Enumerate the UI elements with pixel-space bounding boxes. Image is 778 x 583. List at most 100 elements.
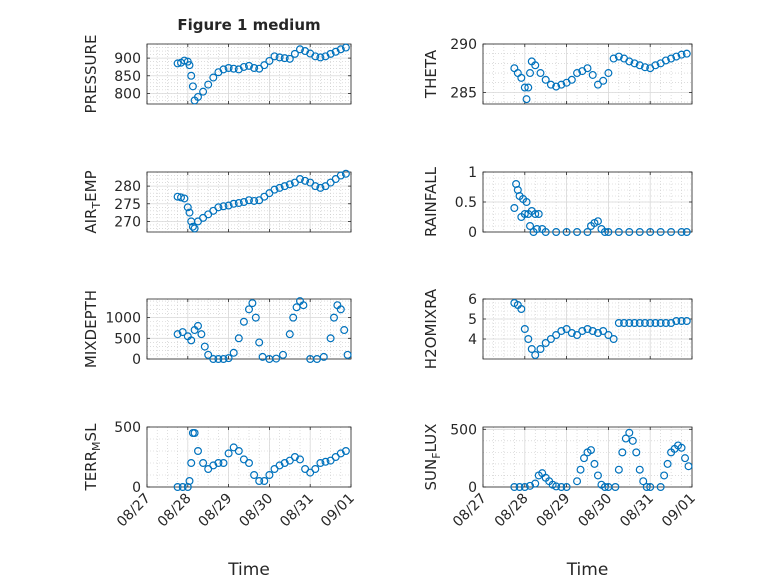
data-point [289,313,298,322]
data-point [219,65,228,74]
x-tick-label: 08/28 [492,491,532,531]
data-point [204,350,213,359]
x-tick-label: 09/01 [318,491,358,531]
data-point [224,63,233,72]
data-point [219,202,228,211]
data-point [682,49,691,58]
data-point [326,334,335,343]
data-point [684,462,693,471]
data-point [180,194,189,203]
data-point [239,198,248,207]
data-point [272,354,281,363]
data-point [260,61,269,70]
data-point [265,471,274,480]
data-point [614,319,623,328]
data-point [640,319,649,328]
subplot-8: 0 500 SUNFLUX 08/27 08/28 08/29 08/30 08/31 09/0… [422,422,699,580]
data-point [520,325,529,334]
y-tick-label: 285 [450,85,477,101]
y-axis-label: RAINFALL [422,166,440,237]
data-point [187,459,196,468]
data-point [682,228,691,237]
data-point [663,459,672,468]
data-point [270,185,279,194]
data-point [260,477,269,486]
y-axis-label-subscript: M [90,441,103,451]
data-point [239,317,248,326]
data-point [194,447,203,456]
data-point [526,69,535,78]
data-point [562,483,571,492]
data-point [219,459,228,468]
x-tick-label: 09/01 [659,491,699,531]
data-point [600,228,609,237]
data-point [625,319,634,328]
data-point [301,176,310,185]
x-tick-label: 08/31 [277,491,317,531]
data-point [299,301,308,310]
data-point [534,210,543,219]
data-point [672,317,681,326]
data-point [214,459,223,468]
data-point [340,326,349,335]
data-point [583,228,592,237]
data-point [625,228,634,237]
data-point [245,196,254,205]
data-point [682,317,691,326]
data-point [285,330,294,339]
data-point [177,193,186,202]
data-point [194,321,203,330]
data-point [341,169,350,178]
data-point [270,52,279,61]
data-point [562,325,571,334]
data-point [661,56,670,65]
data-point [531,351,540,360]
y-tick-label: 4 [468,332,477,348]
axes-box [146,171,352,233]
data-point [562,228,571,237]
data-point [224,201,233,210]
data-point [185,208,194,217]
data-point [336,45,345,54]
data-point [578,327,587,336]
data-point [522,198,531,207]
data-point [275,183,284,192]
data-point [510,204,519,213]
data-point [635,465,644,474]
data-point [319,352,328,361]
data-point [280,54,289,63]
subplot-5: 0 500 1000 MIXDEPTH [82,290,352,368]
data-point [531,210,540,219]
data-point [640,63,649,72]
data-point [557,483,566,492]
data-point [250,196,259,205]
data-point [656,483,665,492]
data-point [209,73,218,82]
data-point [667,319,676,328]
y-axis-label-subscript: F [430,452,443,458]
subplot-2: 285 290 THETA [422,37,693,105]
data-point [546,80,555,89]
data-point [573,228,582,237]
data-point [250,63,259,72]
y-axis-label: TERRMSL [82,423,103,492]
data-point [194,92,203,101]
data-point [635,319,644,328]
data-point [667,228,676,237]
data-point [316,183,325,192]
data-point [517,73,526,82]
data-point [214,355,223,364]
data-point [214,203,223,212]
data-point [677,228,686,237]
data-point [290,49,299,58]
data-point [625,428,634,437]
data-point [541,75,550,84]
y-tick-label: 500 [450,422,477,438]
y-tick-label: 290 [450,37,477,53]
data-point [520,210,529,219]
y-tick-label: 0 [132,480,141,496]
data-point [188,82,197,91]
data-point [204,80,213,89]
data-point [646,483,655,492]
